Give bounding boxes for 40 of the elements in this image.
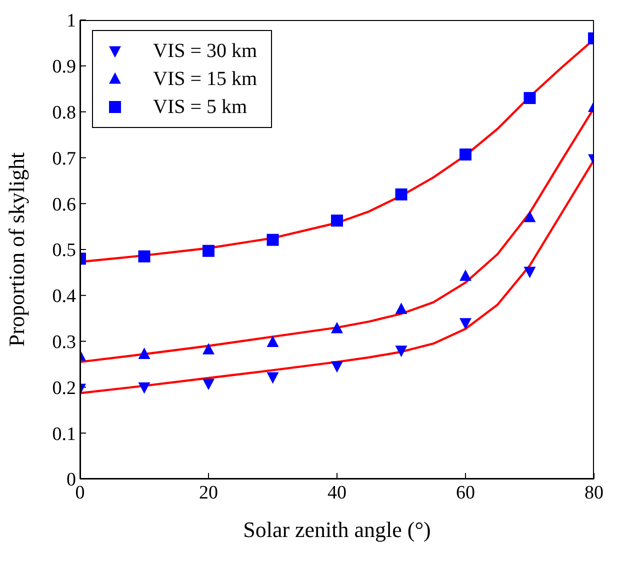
point: [524, 92, 536, 104]
point: [138, 348, 150, 359]
point: [395, 302, 408, 314]
y-tick-label: 0.1: [52, 424, 76, 445]
point: [202, 378, 214, 390]
point: [460, 318, 472, 330]
point: [266, 336, 279, 348]
point: [202, 244, 214, 257]
point: [524, 210, 536, 222]
point: [331, 361, 343, 373]
y-tick-label: 0.6: [52, 194, 76, 216]
point: [331, 214, 343, 227]
x-tick-label: 80: [584, 482, 604, 504]
point: [138, 250, 150, 262]
point: [266, 234, 279, 246]
point: [331, 322, 343, 334]
y-tick-label: 0.7: [52, 148, 76, 170]
y-axis-title: Proportion of skylight: [4, 152, 29, 347]
point: [266, 372, 279, 384]
x-tick-label: 60: [456, 482, 475, 504]
x-tick-label: 20: [199, 482, 218, 504]
y-tick-label: 0.2: [52, 378, 76, 399]
legend-label: VIS = 5 km: [153, 96, 248, 118]
y-tick-label: 0.3: [52, 332, 76, 354]
point: [524, 266, 536, 278]
x-tick-label: 40: [328, 482, 346, 504]
point: [202, 342, 214, 354]
y-tick-label: 0.8: [52, 102, 76, 124]
point: [460, 270, 472, 281]
legend-label: VIS = 30 km: [153, 40, 258, 62]
y-tick-label: 0.5: [52, 240, 76, 262]
legend-label: VIS = 15 km: [153, 68, 258, 90]
y-tick-label: 1: [66, 10, 76, 32]
point: [460, 148, 472, 160]
point: [395, 188, 408, 200]
y-tick-label: 0.4: [52, 286, 76, 308]
x-axis-title: Solar zenith angle (°): [243, 517, 431, 542]
point: [138, 382, 150, 394]
y-tick-label: 0.9: [52, 56, 76, 78]
point: [395, 346, 408, 358]
